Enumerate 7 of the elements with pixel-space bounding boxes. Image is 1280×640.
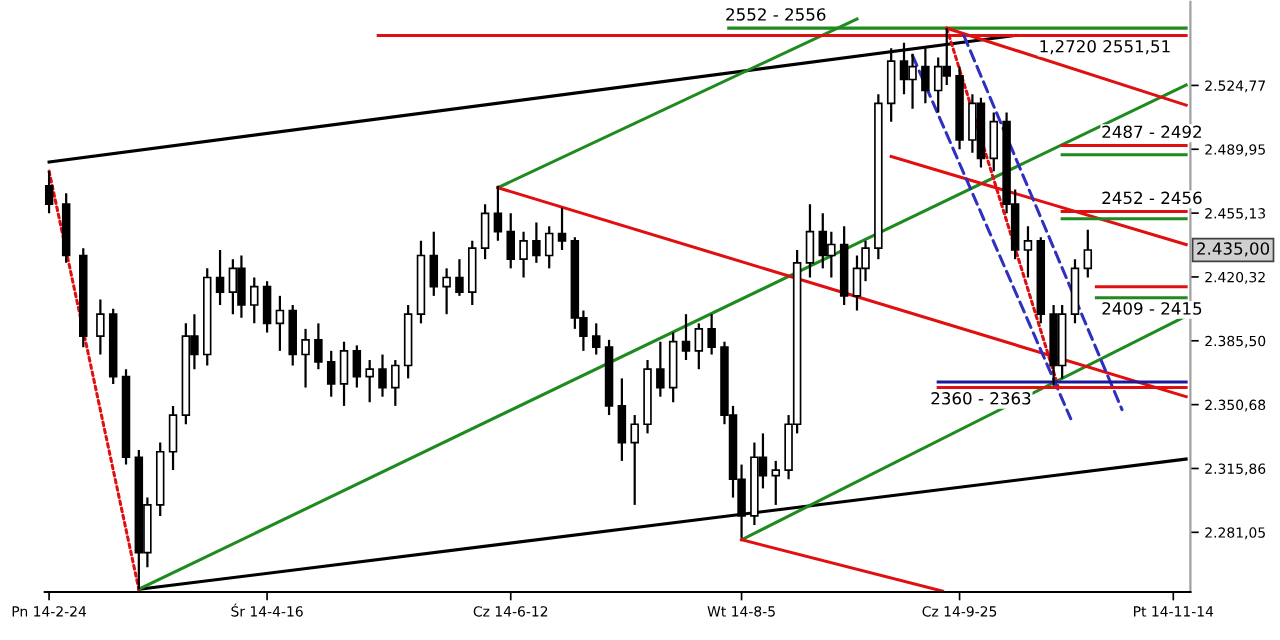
annotation: 1,2720 2551,51 [1040, 39, 1170, 55]
annotation: 2452 - 2456 [1102, 191, 1202, 205]
annotation: 2487 - 2492 [1102, 125, 1201, 139]
annotation: 2552 - 2556 [726, 8, 826, 21]
annotation: 2360 - 2363 [931, 392, 1031, 405]
annotation: 2.435,00 [1197, 242, 1270, 257]
annotation: 2409 - 2415 [1102, 302, 1202, 315]
